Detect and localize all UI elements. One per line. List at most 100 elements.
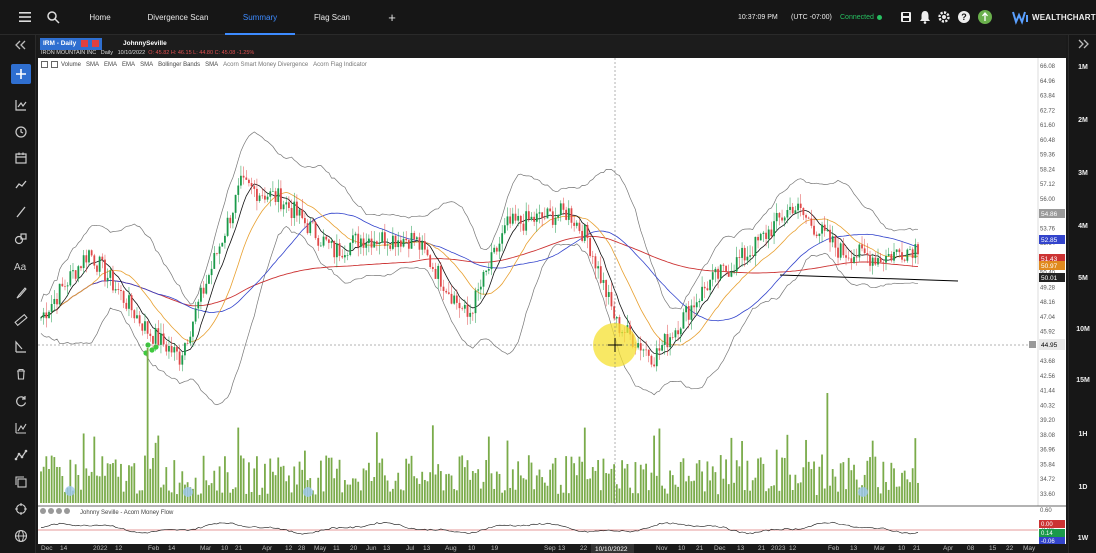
crosshair-icon[interactable] [14, 502, 28, 516]
volume-bar [786, 434, 789, 503]
timeframe-1w[interactable]: 1W [1077, 535, 1089, 542]
bell-icon[interactable] [917, 9, 933, 25]
add-tool-button[interactable] [11, 64, 31, 84]
indicator-0[interactable]: Volume [61, 62, 82, 69]
candle-body [453, 295, 456, 304]
volume-bar [682, 458, 685, 503]
candle-body [837, 247, 839, 258]
timeframe-5m[interactable]: 5M [1078, 275, 1088, 282]
tab-home[interactable]: Home [89, 13, 111, 22]
volume-bar [120, 463, 122, 503]
volume-bar [751, 480, 754, 503]
ticker-badge[interactable]: IRM - Daily [40, 38, 102, 50]
volume-bar [77, 475, 80, 503]
price-chart[interactable]: 66.08 64.96 63.84 62.72 61.60 60.48 59.36 58.24… [38, 58, 1066, 553]
ticker-badge-lock-icon[interactable] [91, 39, 99, 47]
candle-body [197, 301, 200, 309]
indicator-6[interactable]: SMA [205, 62, 219, 69]
volume-bar [343, 480, 346, 503]
candle-body [343, 255, 346, 258]
candle-body [711, 272, 714, 280]
indicator-8[interactable]: Acorn Flag Indicator [313, 62, 367, 69]
time-label-5: 14 [168, 545, 176, 552]
volume-bar [69, 459, 72, 503]
indicator-1[interactable]: SMA [86, 62, 100, 69]
candle-body [216, 252, 218, 254]
timeframe-1m[interactable]: 1M [1078, 64, 1088, 71]
collapse-right-icon[interactable] [1076, 39, 1090, 49]
timeframe-4m[interactable]: 4M [1078, 223, 1088, 230]
price-tick-12: 52.64 [1040, 241, 1056, 247]
candle-body [101, 256, 104, 260]
volume-bar [511, 469, 514, 503]
clock-icon[interactable] [14, 125, 28, 139]
candle-body [517, 215, 520, 221]
volume-bar [821, 454, 823, 503]
volume-bar [901, 472, 903, 503]
volume-bar [551, 463, 554, 503]
indicator-collapse-icon[interactable] [51, 61, 58, 68]
volume-bar [631, 493, 634, 503]
timeframe-1h[interactable]: 1H [1078, 431, 1088, 438]
volume-bar [527, 455, 530, 503]
ticker-badge-close-icon[interactable] [81, 39, 89, 47]
timeframe-10m[interactable]: 10M [1076, 326, 1090, 333]
line-tool-icon[interactable] [14, 205, 28, 219]
indicator-icon[interactable] [14, 421, 28, 435]
indicator-7[interactable]: Acorn Smart Money Divergence [223, 62, 309, 69]
time-label-42: 22 [1006, 545, 1014, 552]
candle-body [535, 213, 538, 222]
candle-body [834, 236, 837, 248]
candle-body [554, 217, 557, 225]
globe-icon[interactable] [14, 529, 28, 543]
ruler-icon[interactable] [14, 313, 28, 327]
calendar-icon[interactable] [14, 151, 28, 165]
help-icon[interactable]: ? [956, 9, 972, 25]
volume-bar [125, 480, 128, 503]
indicator-3[interactable]: EMA [122, 62, 136, 69]
timeframe-15m[interactable]: 15M [1076, 377, 1090, 384]
chart-panel[interactable]: IRM - Daily JohnnySeville IRON MOUNTAIN … [38, 35, 1066, 553]
menu-icon[interactable] [17, 9, 33, 25]
tab-summary[interactable]: Summary [225, 0, 295, 35]
collapse-left-icon[interactable] [14, 40, 28, 50]
candle-body [399, 240, 402, 247]
chart-type-icon[interactable] [14, 98, 28, 112]
volume-bar [813, 461, 815, 503]
indicator-list[interactable]: Volume SMA EMA EMA SMA Bollinger Bands SMA Acor… [41, 61, 372, 69]
timeframe-2m[interactable]: 2M [1078, 117, 1088, 124]
timeframe-3m[interactable]: 3M [1078, 170, 1088, 177]
volume-bar [829, 485, 831, 503]
save-icon[interactable] [898, 9, 914, 25]
gear-icon[interactable] [936, 9, 952, 25]
alert-pin-icon[interactable] [977, 9, 993, 25]
add-tab-button[interactable]: + [388, 10, 396, 25]
fib-tool-icon[interactable] [14, 340, 28, 354]
volume-bar [618, 488, 621, 503]
indicator-toggle-icon[interactable] [41, 61, 48, 68]
indicator-2[interactable]: EMA [104, 62, 118, 69]
copy-icon[interactable] [14, 475, 28, 489]
candle-body [261, 195, 264, 197]
volume-bar [218, 466, 221, 503]
timezone[interactable]: (UTC -07:00) [791, 14, 832, 21]
brush-icon[interactable] [14, 286, 28, 300]
shapes-icon[interactable] [14, 232, 28, 246]
candle-body [96, 265, 98, 272]
tab-flag-scan[interactable]: Flag Scan [313, 13, 351, 22]
tab-divergence-scan[interactable]: Divergence Scan [147, 13, 209, 22]
refresh-icon[interactable] [14, 394, 28, 408]
timeframe-1d[interactable]: 1D [1078, 484, 1088, 491]
volume-bar [794, 474, 797, 503]
indicator-5[interactable]: Bollinger Bands [158, 62, 201, 69]
trend-line-icon[interactable] [14, 178, 28, 192]
trash-icon[interactable] [14, 367, 28, 381]
candle-body [423, 241, 426, 250]
volume-bar [893, 468, 895, 503]
strategy-icon[interactable] [14, 448, 28, 462]
indicator-4[interactable]: SMA [140, 62, 154, 69]
volume-bar [799, 482, 802, 503]
text-tool-icon[interactable]: Aa [14, 259, 28, 273]
search-icon[interactable] [45, 9, 61, 25]
candle-body [141, 323, 144, 331]
